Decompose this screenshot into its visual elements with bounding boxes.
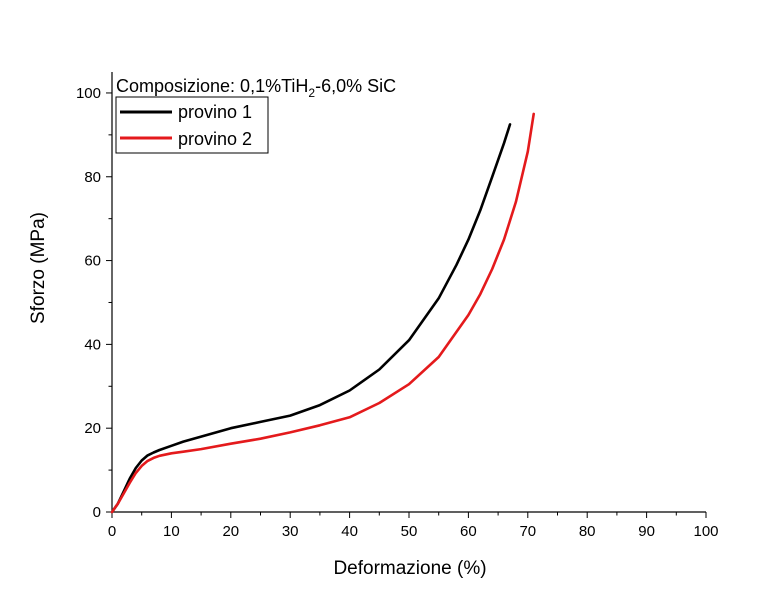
x-tick-label: 80 bbox=[579, 523, 596, 540]
x-tick-label: 100 bbox=[693, 523, 718, 540]
x-tick-label: 40 bbox=[341, 523, 358, 540]
y-tick-label: 40 bbox=[84, 336, 101, 353]
y-axis-ticks: 0 20 40 60 80 100 bbox=[76, 85, 112, 521]
chart-title-prefix: Composizione: 0,1%TiH bbox=[116, 76, 308, 96]
x-tick-label: 70 bbox=[519, 523, 536, 540]
series-line-provino-1 bbox=[110, 123, 512, 514]
x-axis-title: Deformazione (%) bbox=[333, 558, 486, 579]
x-tick-label: 60 bbox=[460, 523, 477, 540]
y-tick-label: 80 bbox=[84, 169, 101, 186]
chart-title-suffix: -6,0% SiC bbox=[315, 76, 396, 96]
legend-label-provino-1: provino 1 bbox=[178, 102, 252, 122]
series-layer bbox=[110, 112, 536, 514]
x-axis-ticks: 0 10 20 30 40 50 60 70 80 90 100 bbox=[108, 512, 719, 540]
x-tick-label: 10 bbox=[163, 523, 180, 540]
legend: provino 1 provino 2 bbox=[115, 96, 269, 154]
y-tick-label: 100 bbox=[76, 85, 101, 102]
y-tick-label: 20 bbox=[84, 420, 101, 437]
chart-title-subscript: 2 bbox=[308, 86, 315, 100]
legend-box bbox=[115, 96, 269, 154]
chart-title: Composizione: 0,1%TiH2-6,0% SiC bbox=[116, 76, 396, 100]
x-tick-label: 20 bbox=[222, 523, 239, 540]
x-tick-label: 30 bbox=[282, 523, 299, 540]
x-tick-label: 90 bbox=[638, 523, 655, 540]
series-line-provino-2 bbox=[110, 112, 536, 514]
x-tick-label: 50 bbox=[401, 523, 418, 540]
y-tick-label: 0 bbox=[93, 504, 101, 521]
legend-label-provino-2: provino 2 bbox=[178, 129, 252, 149]
y-tick-label: 60 bbox=[84, 253, 101, 270]
y-axis-title: Sforzo (MPa) bbox=[28, 212, 49, 324]
x-tick-label: 0 bbox=[108, 523, 116, 540]
